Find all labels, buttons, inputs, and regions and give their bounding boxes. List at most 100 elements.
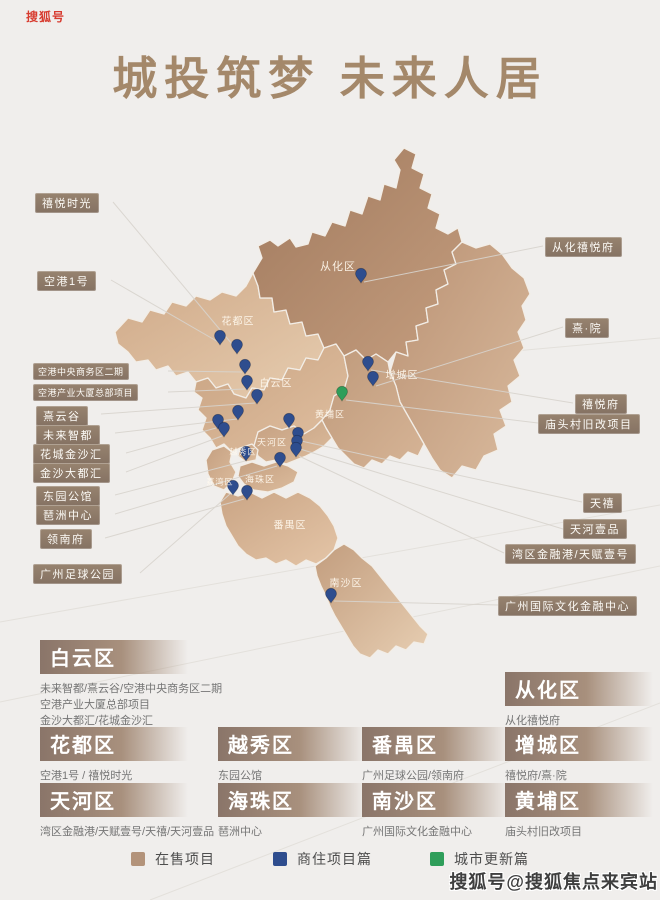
project-line: 广州足球公园/领南府 <box>362 770 465 782</box>
callout-gz-intl-finance: 广州国际文化金融中心 <box>498 596 637 616</box>
map-pins-layer <box>212 267 379 604</box>
map-pin-commercial <box>214 329 226 346</box>
district-header: 南沙区 <box>362 783 510 817</box>
district-header: 天河区 <box>40 783 188 817</box>
callout-xi-yuan: 熹·院 <box>565 318 610 338</box>
map-pin-commercial <box>240 445 252 462</box>
callout-weilai-zhidu: 未来智都 <box>36 425 100 445</box>
callout-tianxi: 天禧 <box>583 493 622 513</box>
map-pin-renewal <box>336 385 348 402</box>
legend-item-sale: 在售项目 <box>131 849 215 869</box>
sohu-corner-mark: 搜狐号 <box>26 10 66 24</box>
district-header: 从化区 <box>505 672 653 706</box>
district-header: 黄埔区 <box>505 783 653 817</box>
map-label-liwan: 荔湾区 <box>206 477 234 487</box>
project-line: 东园公馆 <box>218 770 262 782</box>
map-pin-commercial <box>241 374 253 391</box>
legend: 在售项目 商住项目篇 城市更新篇 <box>0 849 660 869</box>
map-label-haizhu: 海珠区 <box>244 474 276 485</box>
summary-block-huadu: 花都区 空港1号 / 禧悦时光 <box>40 727 210 784</box>
summary-block-yuexiu: 越秀区 东园公馆 <box>218 727 388 784</box>
map-label-conghua: 从化区 <box>320 261 356 273</box>
summary-block-baiyun: 白云区 未来智都/熹云谷/空港中央商务区二期 空港产业大厦总部项目 金沙大都汇/… <box>40 640 223 729</box>
project-line: 从化禧悦府 <box>505 715 560 727</box>
map-label-tianhe: 天河区 <box>256 437 288 448</box>
map-label-zengcheng: 增城区 <box>385 370 419 382</box>
callout-wanqu-jinronggang: 湾区金融港/天赋壹号 <box>505 544 637 564</box>
callout-lingnanfu: 领南府 <box>40 529 92 549</box>
legend-label: 在售项目 <box>155 851 215 867</box>
callout-konggang-tower: 空港产业大厦总部项目 <box>33 384 139 401</box>
callout-conghua-xiyuefu: 从化禧悦府 <box>545 237 622 257</box>
district-header: 越秀区 <box>218 727 366 761</box>
summary-block-zengcheng: 增城区 禧悦府/熹·院 <box>505 727 660 784</box>
callout-lines <box>100 201 583 606</box>
map-pin-commercial <box>283 412 295 429</box>
callout-pazhou-center: 琶洲中心 <box>36 505 100 525</box>
callout-miaotou-renewal: 庙头村旧改项目 <box>538 414 640 434</box>
summary-block-conghua: 从化区 从化禧悦府 <box>505 672 660 729</box>
callout-konggang-cbd2: 空港中央商务区二期 <box>33 363 129 380</box>
legend-label: 城市更新篇 <box>454 851 529 867</box>
callout-tianhe-yipin: 天河壹品 <box>563 519 627 539</box>
map-pin-commercial <box>325 587 337 604</box>
callout-football-park: 广州足球公园 <box>33 564 122 584</box>
map-label-nansha: 南沙区 <box>329 578 363 590</box>
map-pin-commercial <box>241 484 253 501</box>
map-pin-commercial <box>232 404 244 421</box>
project-line: 禧悦府/熹·院 <box>505 770 567 782</box>
map-label-panyu: 番禺区 <box>273 520 307 532</box>
project-line: 未来智都/熹云谷/空港中央商务区二期 <box>40 683 223 695</box>
summary-block-huangpu: 黄埔区 庙头村旧改项目 <box>505 783 660 840</box>
legend-item-renewal: 城市更新篇 <box>430 849 529 869</box>
project-line: 庙头村旧改项目 <box>505 826 582 838</box>
map-pin-commercial <box>251 388 263 405</box>
map-pin-commercial <box>355 267 367 284</box>
sale-swatch-icon <box>131 852 145 866</box>
summary-block-haizhu: 海珠区 琶洲中心 <box>218 783 388 840</box>
callout-xiyue-shiguang: 禧悦时光 <box>35 193 99 213</box>
callout-xiyungu: 熹云谷 <box>36 406 88 426</box>
map-label-yuexiu: 越秀区 <box>229 447 257 457</box>
map-pin-commercial <box>231 338 243 355</box>
map-pin-commercial <box>218 421 230 438</box>
district-shapes <box>114 147 531 659</box>
map-label-huadu: 花都区 <box>221 316 255 328</box>
map-pin-commercial <box>362 355 374 372</box>
map-pin-commercial <box>227 479 239 496</box>
project-line: 空港1号 / 禧悦时光 <box>40 770 133 782</box>
district-header: 番禺区 <box>362 727 510 761</box>
callout-dongyuan-gongguan: 东园公馆 <box>36 486 100 506</box>
callout-xiyuefu: 禧悦府 <box>575 394 627 414</box>
project-line: 金沙大都汇/花城金沙汇 <box>40 715 154 727</box>
map-pin-commercial <box>274 451 286 468</box>
district-header: 增城区 <box>505 727 653 761</box>
legend-label: 商住项目篇 <box>297 851 372 867</box>
project-line: 空港产业大厦总部项目 <box>40 699 150 711</box>
project-line: 琶洲中心 <box>218 826 262 838</box>
page-title: 城投筑梦 未来人居 <box>112 53 548 104</box>
map-label-baiyun: 白云区 <box>259 378 293 390</box>
map-pin-commercial <box>367 370 379 387</box>
project-line: 湾区金融港/天赋壹号/天禧/天河壹品 <box>40 826 215 838</box>
district-header: 白云区 <box>40 640 188 674</box>
legend-item-commercial: 商住项目篇 <box>273 849 372 869</box>
district-header: 海珠区 <box>218 783 366 817</box>
summary-block-panyu: 番禺区 广州足球公园/领南府 <box>362 727 532 784</box>
district-haizhu <box>237 461 299 493</box>
summary-block-tianhe: 天河区 湾区金融港/天赋壹号/天禧/天河壹品 <box>40 783 215 840</box>
sohu-watermark: 搜狐号@搜狐焦点来宾站 <box>449 872 658 892</box>
project-line: 广州国际文化金融中心 <box>362 826 472 838</box>
district-header: 花都区 <box>40 727 188 761</box>
summary-block-nansha: 南沙区 广州国际文化金融中心 <box>362 783 532 840</box>
callout-jinsha-dadouhui: 金沙大都汇 <box>33 463 110 483</box>
callout-konggang-1: 空港1号 <box>37 271 97 291</box>
commercial-swatch-icon <box>273 852 287 866</box>
callout-huacheng-jinshahui: 花城金沙汇 <box>33 444 110 464</box>
map-pin-commercial <box>239 358 251 375</box>
district-nansha <box>314 543 429 659</box>
map-pin-commercial <box>290 441 302 458</box>
map-label-huangpu: 黄埔区 <box>314 409 346 420</box>
